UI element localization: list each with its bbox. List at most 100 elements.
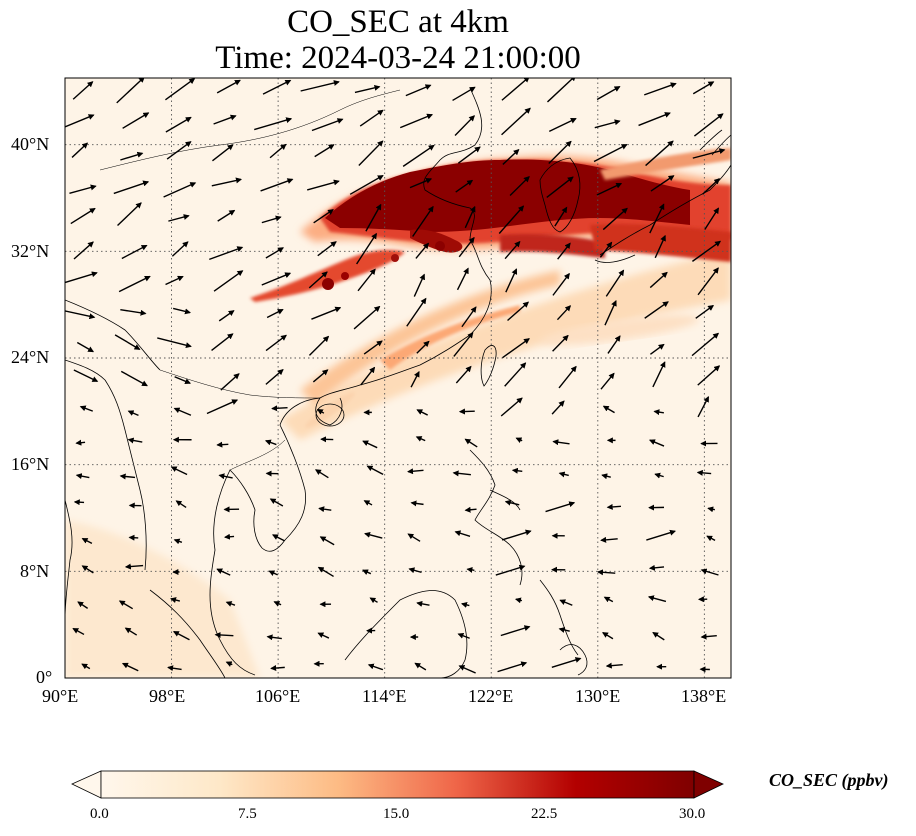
wind-vector	[214, 631, 234, 638]
wind-vector	[652, 361, 666, 388]
wind-vector	[456, 267, 469, 291]
wind-vector	[458, 236, 475, 258]
wind-vector	[349, 174, 384, 195]
wind-vector	[605, 662, 623, 669]
wind-vector	[599, 241, 613, 258]
wind-vector	[269, 143, 287, 159]
wind-vector	[601, 473, 611, 480]
colorbar-tick-15: 15.0	[383, 806, 410, 822]
wind-vector	[558, 365, 577, 389]
wind-vector	[557, 242, 571, 260]
wind-vector	[602, 207, 628, 231]
wind-vector	[225, 661, 233, 667]
wind-vector	[407, 468, 424, 475]
wind-vector	[594, 119, 621, 129]
map-subtitle-time: Time: 2024-03-24 21:00:00	[215, 40, 581, 76]
x-tick-122e: 122°E	[468, 686, 514, 706]
colorbar-tick-7-5: 7.5	[238, 806, 257, 822]
wind-vector	[646, 529, 676, 541]
wind-vector	[165, 275, 184, 286]
wind-vector	[501, 529, 532, 541]
wind-vector	[644, 82, 677, 96]
map-title: CO_SEC at 4km	[287, 4, 509, 40]
wind-vector	[413, 273, 425, 297]
colorbar-tick-22-5: 22.5	[531, 806, 558, 822]
wind-vector	[501, 107, 531, 136]
wind-vector	[464, 438, 478, 448]
wind-vector	[225, 601, 236, 607]
wind-vector	[552, 439, 570, 446]
wind-vector	[206, 399, 239, 415]
wind-vector	[358, 140, 384, 166]
y-tick-16n: 16°N	[11, 454, 50, 474]
wind-vector	[163, 182, 197, 198]
wind-vector	[114, 334, 141, 350]
wind-vector	[454, 530, 471, 537]
wind-vector	[509, 175, 530, 197]
wind-vector	[464, 205, 476, 229]
wind-vector	[554, 206, 568, 227]
wind-vector	[265, 334, 287, 352]
wind-vector	[216, 441, 229, 448]
wind-vector	[504, 499, 520, 506]
wind-vector	[79, 405, 94, 412]
wind-vector	[262, 79, 292, 95]
wind-vector	[455, 365, 472, 384]
wind-vector	[312, 369, 329, 383]
wind-vector	[172, 630, 190, 641]
wind-vector	[272, 534, 285, 542]
wind-vector	[172, 307, 191, 315]
wind-vector	[171, 241, 189, 257]
wind-vector	[502, 148, 520, 165]
x-tick-98e: 98°E	[149, 686, 186, 706]
gridlines	[65, 78, 731, 678]
wind-vector	[318, 506, 332, 513]
wind-vector	[173, 538, 183, 545]
wind-vector	[502, 338, 530, 359]
wind-vector	[165, 116, 192, 133]
wind-vector	[654, 234, 666, 259]
wind-vector	[316, 408, 325, 415]
wind-vector	[452, 470, 471, 477]
wind-vector	[317, 566, 334, 578]
wind-vector	[416, 600, 430, 607]
y-tick-40n: 40°N	[11, 134, 50, 154]
wind-vector	[362, 569, 372, 575]
wind-vector	[507, 301, 530, 322]
wind-vector	[454, 115, 475, 136]
wind-vector	[223, 533, 235, 540]
wind-vector	[313, 209, 334, 224]
wind-vector	[273, 601, 282, 607]
wind-vector	[650, 175, 675, 192]
wind-vector	[268, 570, 278, 576]
wind-vector	[170, 597, 181, 603]
wind-vector	[118, 275, 151, 293]
wind-vector	[604, 299, 617, 326]
wind-vector	[120, 370, 148, 387]
wind-vector	[117, 202, 142, 227]
wind-vector	[505, 268, 518, 293]
x-tick-114e: 114°E	[362, 686, 407, 706]
wind-vector	[81, 663, 91, 670]
wind-vector	[260, 178, 294, 192]
wind-vector	[692, 240, 722, 262]
x-tick-138e: 138°E	[681, 686, 727, 706]
y-tick-32n: 32°N	[11, 241, 50, 261]
wind-vector	[548, 140, 572, 164]
wind-vector	[364, 531, 383, 539]
wind-vector	[72, 627, 85, 636]
wind-vector	[211, 177, 242, 187]
wind-vector	[120, 151, 144, 161]
wind-vector	[311, 306, 342, 320]
wind-vector	[495, 564, 526, 576]
x-tick-90e: 90°E	[42, 686, 79, 706]
wind-vector	[593, 143, 628, 163]
wind-vector	[363, 500, 373, 506]
wind-vector	[81, 537, 93, 545]
wind-vector	[416, 340, 430, 354]
wind-vector	[113, 180, 150, 195]
wind-vector	[363, 340, 383, 355]
wind-vector	[266, 308, 284, 319]
wind-vector	[70, 207, 96, 225]
y-tick-8n: 8°N	[20, 561, 50, 581]
